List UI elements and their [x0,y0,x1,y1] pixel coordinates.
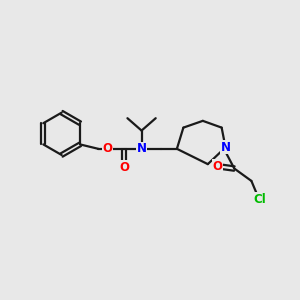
Text: N: N [136,142,147,155]
Text: O: O [103,142,113,155]
Text: O: O [119,160,129,174]
Text: O: O [212,160,222,173]
Text: N: N [220,141,230,154]
Text: Cl: Cl [253,193,266,206]
